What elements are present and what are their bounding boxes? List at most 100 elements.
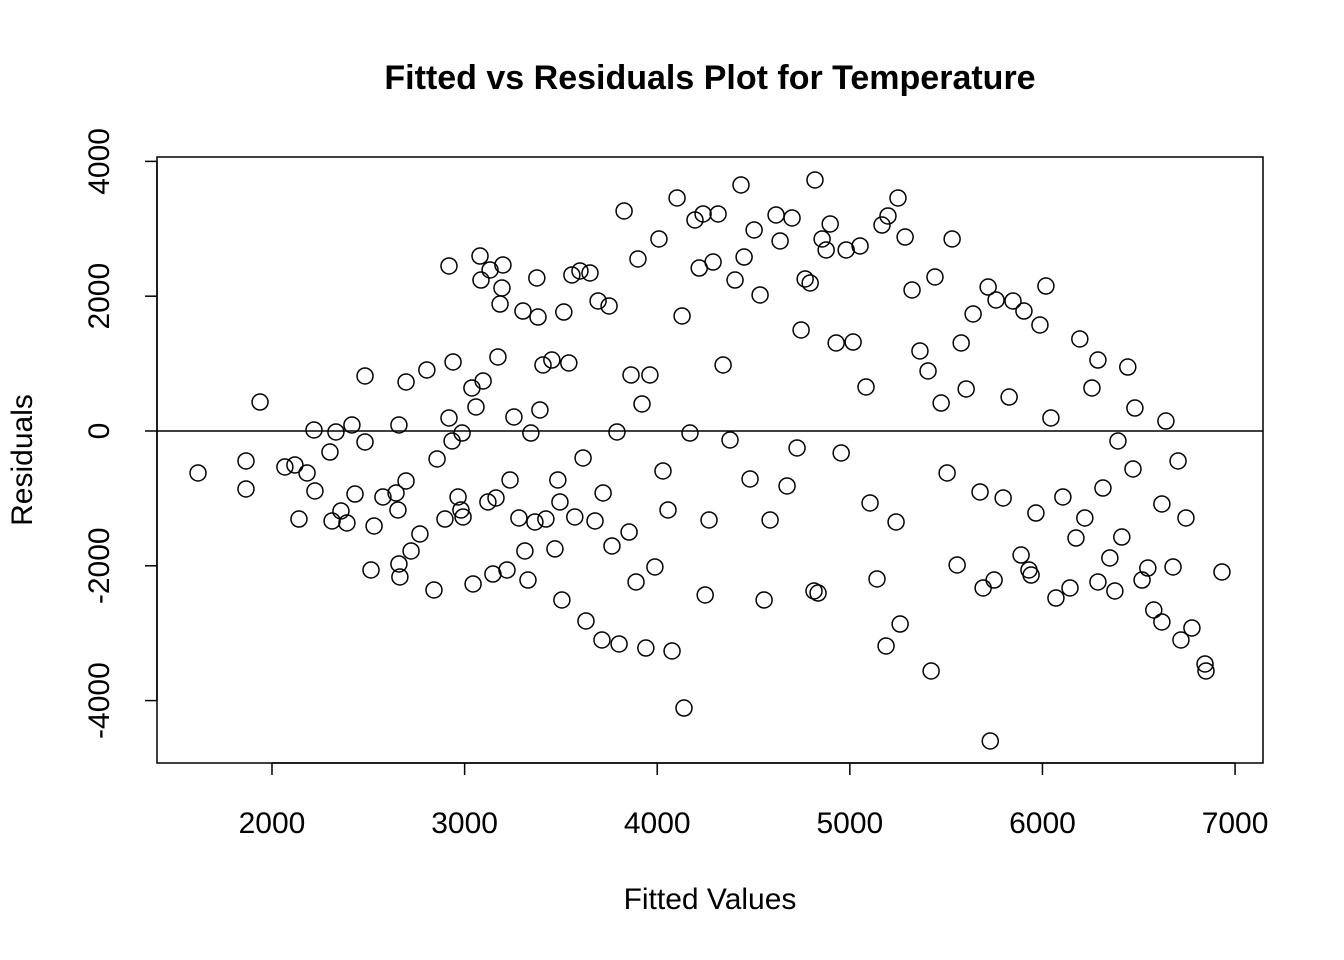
data-point [948,556,966,574]
data-point [440,409,458,427]
data-point [501,471,519,489]
data-point [464,575,482,593]
data-point [767,206,785,224]
data-point [1047,589,1065,607]
data-point [654,462,672,480]
data-point [251,393,269,411]
data-point [1042,409,1060,427]
data-point [338,514,356,532]
data-point [397,472,415,490]
data-point [343,416,361,434]
data-point [305,421,323,439]
data-point [1169,452,1187,470]
data-point [981,732,1000,750]
data-point [646,558,664,576]
data-point [498,561,516,579]
data-point [1145,601,1163,619]
data-point [796,270,814,288]
data-point [1089,351,1107,369]
x-tick-label: 4000 [624,807,691,840]
data-point [452,501,470,519]
data-point [549,471,567,489]
data-point [374,488,392,506]
data-point [514,302,532,320]
data-point [494,256,512,274]
data-point [1054,488,1072,506]
data-point [911,342,929,360]
data-point [286,456,304,474]
data-point [603,537,621,555]
data-point [237,452,255,470]
data-point [290,510,308,528]
data-point [751,286,769,304]
data-point [1012,546,1030,564]
data-point [356,367,374,385]
data-point [487,489,505,507]
data-point [891,615,909,633]
data-point [528,269,546,287]
data-point [463,379,481,397]
data-point [610,635,628,653]
data-point [586,512,604,530]
data-point [581,264,599,282]
data-point [332,502,350,520]
data-point [1177,509,1195,527]
data-point [681,424,699,442]
data-point [987,291,1005,309]
data-point [1133,571,1151,589]
data-point [932,394,950,412]
data-point [519,571,537,589]
data-point [957,380,975,398]
data-point [801,274,819,292]
data-point [974,579,992,597]
data-point [735,248,753,266]
data-point [700,511,718,529]
x-tick-label: 5000 [816,807,883,840]
y-axis-label: Residuals [6,394,39,526]
data-point [817,241,835,259]
data-point [390,555,408,573]
data-point [788,439,806,457]
data-point [529,308,547,326]
data-point [428,450,446,468]
data-point [534,356,552,374]
data-point [861,494,879,512]
data-point [943,230,961,248]
data-point [1139,559,1157,577]
data-point [276,458,294,476]
data-point [402,542,420,560]
data-point [696,586,714,604]
data-point [887,513,905,531]
data-point [440,257,458,275]
data-point [844,333,862,351]
data-point [637,639,655,657]
data-point [1094,479,1112,497]
x-tick-label: 7000 [1202,807,1269,840]
data-point [663,642,681,660]
data-point [809,584,827,602]
data-point [1124,460,1142,478]
data-point [1164,558,1182,576]
x-tick-label: 6000 [1009,807,1076,840]
y-tick-label: -4000 [83,662,116,739]
data-point [629,250,647,268]
data-point [356,433,374,451]
data-point [516,542,534,560]
data-point [543,351,561,369]
data-point [964,305,982,323]
data-point [1106,582,1124,600]
data-point [1126,399,1144,417]
data-point [813,230,831,248]
data-point [526,513,544,531]
data-point [571,262,589,280]
data-point [397,373,415,391]
data-point [938,464,956,482]
data-point [1183,619,1201,637]
plot-frame [156,156,1264,764]
data-point [615,202,633,220]
data-point [1031,316,1049,334]
data-point [323,512,341,530]
data-point [641,366,659,384]
x-tick-label: 2000 [239,807,306,840]
